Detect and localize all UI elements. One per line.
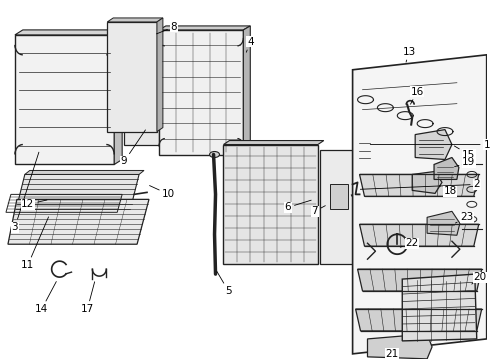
Polygon shape	[356, 135, 373, 162]
Polygon shape	[15, 175, 139, 214]
Text: 11: 11	[21, 217, 49, 270]
Polygon shape	[402, 274, 477, 341]
Text: 1: 1	[370, 140, 490, 149]
Polygon shape	[124, 86, 164, 90]
Text: 22: 22	[400, 238, 419, 248]
Polygon shape	[124, 90, 159, 144]
Text: 20: 20	[472, 272, 486, 284]
Polygon shape	[223, 140, 324, 144]
Polygon shape	[157, 18, 163, 131]
Polygon shape	[358, 162, 371, 172]
Bar	[330, 184, 347, 209]
Polygon shape	[15, 30, 122, 35]
Text: 18: 18	[440, 186, 457, 197]
Polygon shape	[114, 30, 122, 165]
Polygon shape	[15, 35, 114, 165]
Polygon shape	[159, 26, 250, 30]
Text: 5: 5	[217, 271, 232, 296]
Polygon shape	[360, 224, 479, 246]
Text: 3: 3	[12, 152, 39, 232]
Text: 8: 8	[156, 22, 177, 34]
Text: 23: 23	[455, 212, 473, 223]
Text: 13: 13	[403, 47, 416, 62]
Text: 15: 15	[454, 146, 475, 159]
Polygon shape	[415, 130, 452, 159]
Polygon shape	[412, 171, 442, 193]
Polygon shape	[358, 269, 482, 291]
Text: 12: 12	[21, 199, 47, 210]
Polygon shape	[107, 22, 157, 131]
Polygon shape	[368, 334, 432, 359]
Polygon shape	[320, 149, 360, 264]
Polygon shape	[360, 175, 479, 196]
Text: 10: 10	[149, 185, 175, 199]
Polygon shape	[434, 157, 459, 179]
Polygon shape	[427, 211, 460, 235]
Text: 7: 7	[312, 206, 325, 216]
Text: 2: 2	[360, 179, 480, 189]
Polygon shape	[8, 199, 149, 244]
Ellipse shape	[210, 152, 220, 157]
Text: 21: 21	[386, 349, 399, 359]
Polygon shape	[107, 18, 163, 22]
Polygon shape	[356, 309, 482, 331]
Text: 19: 19	[455, 157, 475, 167]
Polygon shape	[223, 144, 318, 264]
Polygon shape	[244, 26, 250, 154]
Text: 14: 14	[35, 282, 56, 314]
Text: 17: 17	[81, 282, 95, 314]
Text: 9: 9	[121, 130, 146, 166]
Text: 16: 16	[411, 87, 424, 104]
Text: 6: 6	[285, 200, 311, 212]
Text: 4: 4	[246, 37, 254, 52]
Polygon shape	[25, 170, 144, 175]
Polygon shape	[159, 30, 244, 154]
Polygon shape	[353, 55, 487, 354]
